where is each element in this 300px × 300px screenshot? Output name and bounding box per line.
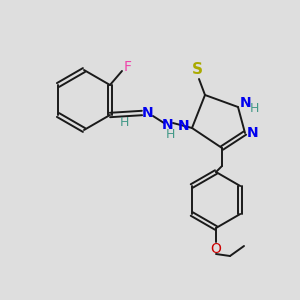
Text: N: N xyxy=(178,119,190,133)
Text: H: H xyxy=(249,103,259,116)
Text: N: N xyxy=(247,126,259,140)
Text: O: O xyxy=(211,242,221,256)
Text: N: N xyxy=(162,118,174,132)
Text: F: F xyxy=(124,60,132,74)
Text: N: N xyxy=(142,106,154,120)
Text: H: H xyxy=(165,128,175,142)
Text: S: S xyxy=(191,61,203,76)
Text: N: N xyxy=(240,96,252,110)
Text: H: H xyxy=(119,116,129,130)
